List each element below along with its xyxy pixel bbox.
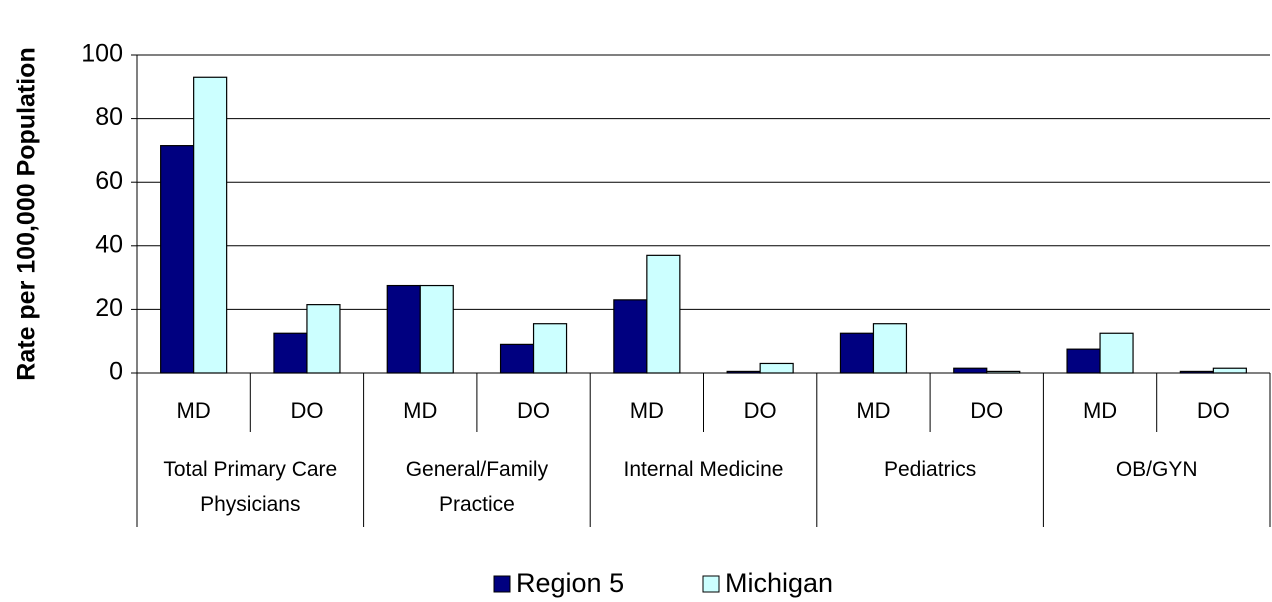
bar (160, 145, 195, 374)
x-tick-label: MD (403, 398, 437, 423)
group-label: OB/GYN (1115, 458, 1198, 481)
bar (759, 362, 794, 374)
bar (613, 299, 648, 374)
group-label: Total Primary Care Physicians (163, 458, 338, 516)
bar (273, 332, 308, 374)
group-label: General/Family Practice (405, 458, 549, 516)
bar (532, 323, 568, 374)
bar (726, 370, 761, 374)
x-tick-label: MD (1083, 398, 1117, 423)
legend-label: Michigan (725, 568, 833, 598)
bar (986, 370, 1021, 374)
legend-swatch (493, 575, 511, 593)
y-tick-label: 60 (95, 167, 123, 195)
bar (386, 284, 421, 374)
bar (646, 254, 681, 374)
legend-swatch (702, 575, 720, 593)
bar (499, 343, 535, 374)
bar (953, 367, 988, 374)
y-tick-label: 0 (109, 358, 123, 386)
bar (419, 284, 454, 374)
y-axis-label: Rate per 100,000 Population (13, 47, 41, 380)
x-tick-label: MD (177, 398, 211, 423)
x-tick-label: MD (856, 398, 890, 423)
y-tick-label: 100 (81, 40, 123, 68)
bar (1066, 348, 1101, 374)
y-tick-label: 40 (95, 230, 123, 258)
group-label: Internal Medicine (623, 458, 784, 481)
x-tick-label: DO (1197, 398, 1230, 423)
x-tick-label: DO (744, 398, 777, 423)
bar (1212, 367, 1247, 374)
x-tick-label: DO (290, 398, 323, 423)
legend-label: Region 5 (516, 568, 624, 598)
bar (1099, 332, 1134, 374)
y-tick-label: 20 (95, 294, 123, 322)
bar (306, 304, 341, 374)
y-tick-label: 80 (95, 103, 123, 131)
bar (1179, 370, 1214, 374)
bar (839, 332, 875, 374)
group-label: Pediatrics (883, 458, 977, 481)
bar (872, 323, 908, 374)
x-tick-label: DO (970, 398, 1003, 423)
x-tick-label: MD (630, 398, 664, 423)
bar (193, 76, 228, 374)
x-tick-label: DO (517, 398, 550, 423)
